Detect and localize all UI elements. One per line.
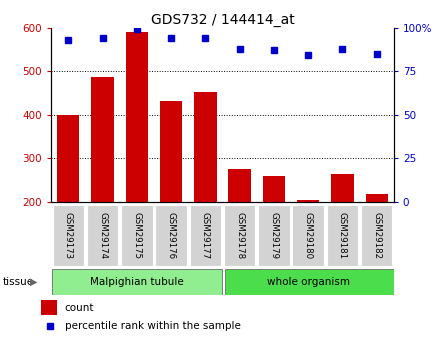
Bar (224, 205, 255, 266)
Bar (121, 205, 153, 266)
Bar (125, 32, 148, 202)
Bar (327, 205, 358, 266)
Text: GSM29182: GSM29182 (372, 212, 381, 259)
Title: GDS732 / 144414_at: GDS732 / 144414_at (150, 12, 295, 27)
Bar (41, 300, 57, 315)
Bar (365, 194, 388, 202)
Text: GSM29181: GSM29181 (338, 212, 347, 259)
Bar (225, 269, 395, 295)
Bar (331, 174, 354, 202)
Text: GSM29180: GSM29180 (303, 212, 313, 259)
Bar (297, 200, 320, 202)
Text: GSM29175: GSM29175 (132, 212, 142, 259)
Text: GSM29174: GSM29174 (98, 212, 107, 259)
Bar (53, 205, 84, 266)
Bar (190, 205, 221, 266)
Bar (263, 176, 285, 202)
Text: ▶: ▶ (30, 277, 38, 287)
Text: whole organism: whole organism (267, 277, 350, 287)
Bar (87, 205, 118, 266)
Bar (155, 205, 187, 266)
Text: GSM29179: GSM29179 (269, 212, 279, 259)
Bar (258, 205, 290, 266)
Bar (91, 77, 114, 202)
Bar (361, 205, 392, 266)
Text: GSM29173: GSM29173 (64, 212, 73, 259)
Bar (57, 115, 80, 202)
Bar (292, 205, 324, 266)
Bar (194, 92, 217, 202)
Bar (52, 269, 222, 295)
Text: percentile rank within the sample: percentile rank within the sample (65, 321, 240, 331)
Text: GSM29177: GSM29177 (201, 212, 210, 259)
Text: tissue: tissue (2, 277, 33, 287)
Text: Malpighian tubule: Malpighian tubule (90, 277, 184, 287)
Text: GSM29176: GSM29176 (166, 212, 176, 259)
Text: count: count (65, 303, 94, 313)
Bar (228, 169, 251, 202)
Text: GSM29178: GSM29178 (235, 212, 244, 259)
Bar (160, 101, 182, 202)
